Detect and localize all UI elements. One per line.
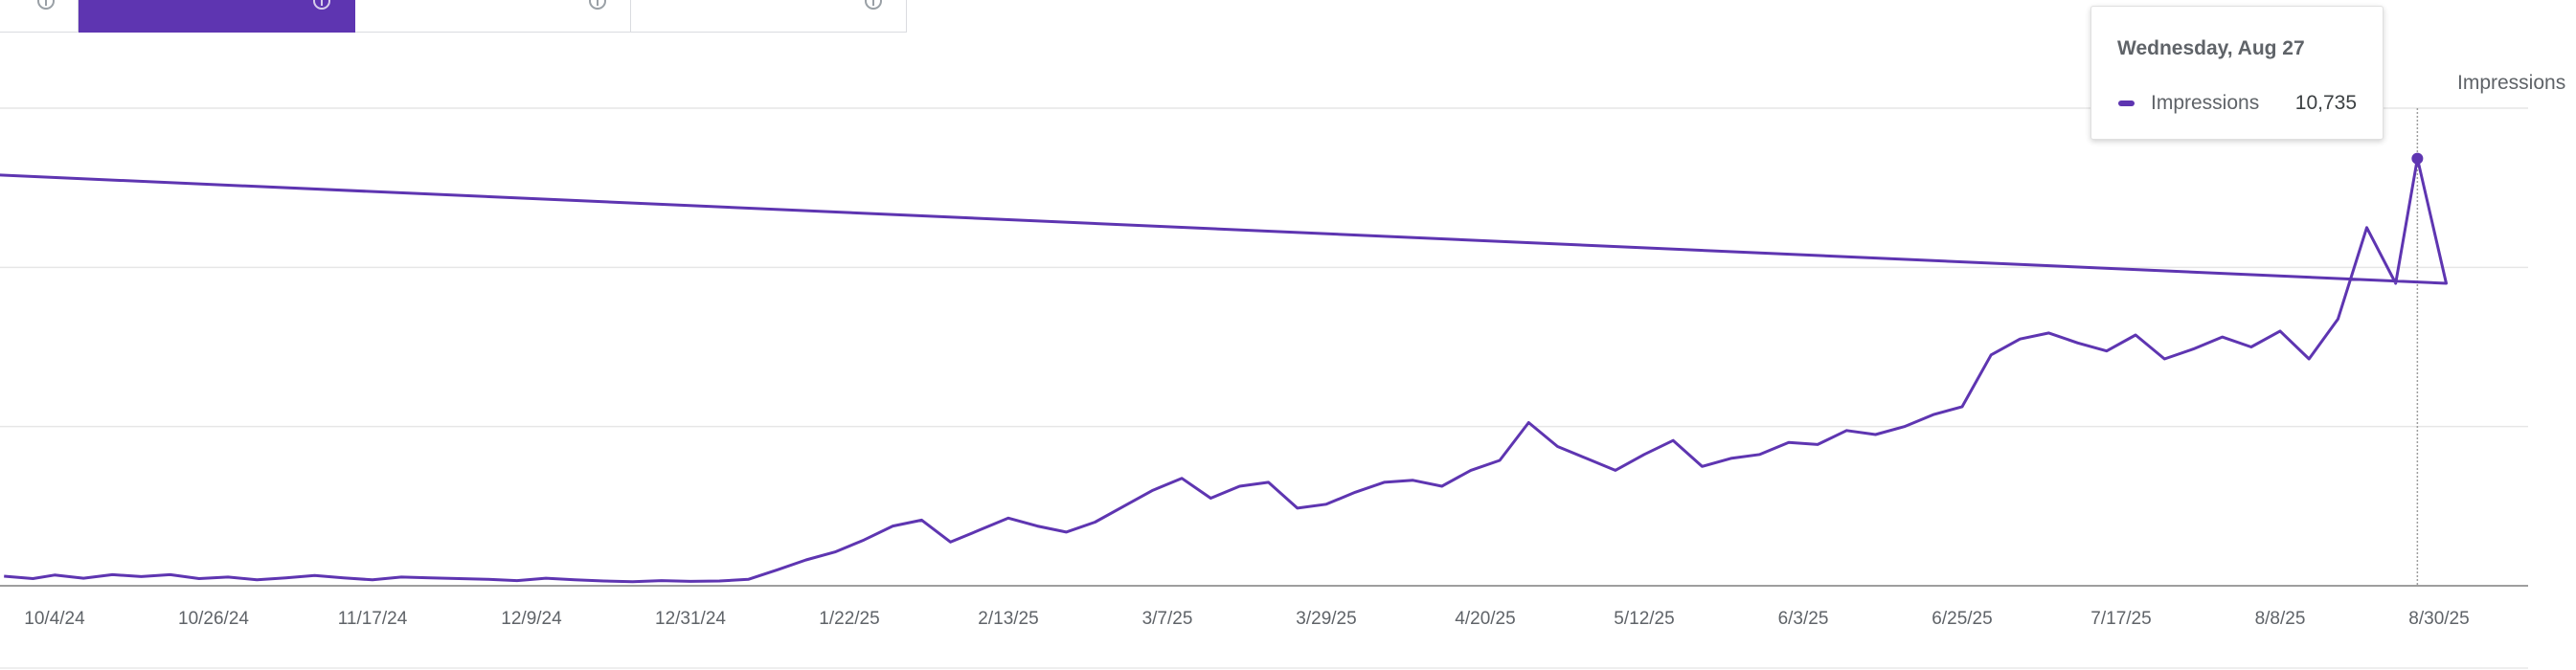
tooltip-series-name: Impressions [2151, 92, 2260, 114]
tooltip-date: Wednesday, Aug 27 [2117, 37, 2305, 59]
metric-card-1[interactable] [0, 0, 79, 33]
x-tick-label: 5/12/25 [1614, 609, 1674, 629]
x-tick-label: 6/25/25 [1932, 609, 1992, 629]
series-line-impressions [0, 157, 2448, 584]
chart-tooltip: Wednesday, Aug 27 Impressions 10,735 [2090, 6, 2384, 140]
x-tick-label: 10/4/24 [24, 609, 85, 629]
y-axis-label: Impressions [2457, 72, 2565, 94]
x-tick-label: 1/22/25 [819, 609, 879, 629]
info-icon[interactable] [589, 0, 606, 10]
x-tick-label: 4/20/25 [1455, 609, 1515, 629]
info-icon[interactable] [313, 0, 330, 10]
x-tick-label: 3/7/25 [1142, 609, 1193, 629]
series-layer [0, 108, 2448, 586]
x-axis-tick-labels: 10/4/24 10/26/24 11/17/24 12/9/24 12/31/24 1/… [24, 609, 2469, 629]
x-tick-label: 7/17/25 [2090, 609, 2151, 629]
metric-card-3[interactable] [355, 0, 631, 33]
x-tick-label: 11/17/24 [338, 609, 408, 629]
info-icon[interactable] [37, 0, 55, 10]
x-tick-label: 10/26/24 [178, 609, 249, 629]
highlight-point[interactable] [2411, 152, 2424, 165]
x-tick-label: 6/3/25 [1778, 609, 1829, 629]
x-tick-label: 3/29/25 [1296, 609, 1356, 629]
metric-card-impressions[interactable] [79, 0, 355, 33]
tooltip-value: 10,735 [2294, 92, 2357, 114]
x-tick-label: 8/30/25 [2408, 609, 2469, 629]
x-tick-label: 8/8/25 [2255, 609, 2306, 629]
x-tick-label: 12/31/24 [655, 609, 726, 629]
x-tick-label: 2/13/25 [978, 609, 1038, 629]
info-icon[interactable] [865, 0, 882, 10]
tooltip-series-swatch [2118, 100, 2135, 106]
metric-card-4[interactable] [631, 0, 907, 33]
x-tick-label: 12/9/24 [501, 609, 562, 629]
